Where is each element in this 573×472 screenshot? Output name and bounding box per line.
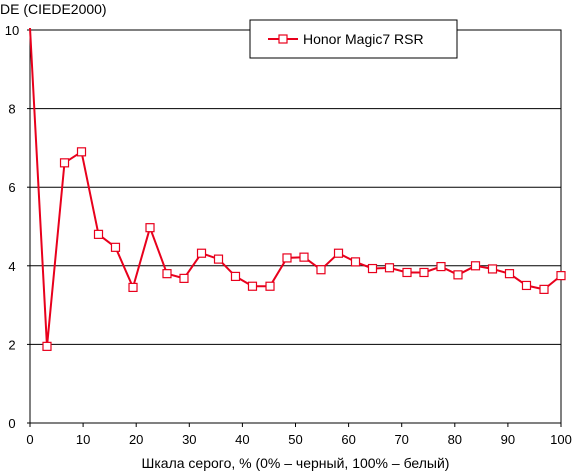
data-point-marker (316, 265, 326, 275)
data-point-marker (350, 257, 361, 267)
data-point-marker (521, 280, 532, 291)
data-point-marker (556, 271, 566, 281)
data-point-marker (76, 147, 87, 157)
data-point-marker (247, 281, 258, 291)
x-tick-label: 10 (76, 432, 90, 447)
y-tick-label: 10 (5, 23, 19, 38)
data-point-marker (453, 270, 463, 280)
data-point-marker (128, 282, 138, 293)
plot-area-frame (29, 29, 562, 424)
data-point-marker (333, 248, 344, 258)
legend-marker (278, 34, 288, 44)
x-tick-label: 100 (550, 432, 572, 447)
data-point-marker (110, 242, 121, 252)
data-point-marker (196, 248, 207, 258)
y-tick-label: 4 (8, 259, 15, 274)
data-point-marker (145, 223, 155, 233)
data-point-marker (367, 263, 378, 274)
data-point-marker (419, 267, 429, 278)
x-tick-label: 60 (341, 432, 355, 447)
data-point-marker (402, 267, 412, 278)
data-point-marker (59, 158, 70, 168)
data-point-marker (470, 261, 481, 271)
y-tick-label: 6 (8, 180, 15, 195)
grid (30, 108, 561, 345)
x-tick-label: 30 (182, 432, 196, 447)
data-point-marker (179, 273, 189, 283)
x-tick-label: 0 (26, 432, 33, 447)
x-tick-label: 70 (394, 432, 408, 447)
x-tick-label: 50 (288, 432, 302, 447)
data-point-marker (487, 264, 498, 274)
legend: Honor Magic7 RSR (249, 19, 458, 59)
data-point-marker (504, 269, 515, 279)
data-point-marker (213, 254, 224, 264)
data-point-marker (42, 341, 52, 351)
legend-label: Honor Magic7 RSR (303, 31, 424, 47)
x-tick-label: 40 (235, 432, 249, 447)
y-axis-title: DE (CIEDE2000) (0, 1, 107, 17)
y-tick-label: 2 (8, 337, 15, 352)
data-point-marker (384, 263, 395, 273)
data-point-marker (282, 253, 292, 263)
x-tick-label: 90 (501, 432, 515, 447)
y-tick-label: 0 (8, 416, 15, 431)
data-point-marker (230, 271, 241, 282)
x-tick-label: 20 (129, 432, 143, 447)
data-point-marker (299, 252, 309, 262)
series-layer (29, 27, 566, 351)
data-point-marker (162, 269, 172, 279)
data-point-marker (93, 229, 104, 239)
data-point-marker (265, 281, 275, 291)
data-point-marker (539, 284, 549, 294)
x-axis-title: Шкала серого, % (0% – черный, 100% – бел… (142, 455, 450, 471)
y-tick-label: 8 (8, 102, 15, 117)
x-tick-label: 80 (448, 432, 462, 447)
data-point-marker (436, 261, 446, 272)
